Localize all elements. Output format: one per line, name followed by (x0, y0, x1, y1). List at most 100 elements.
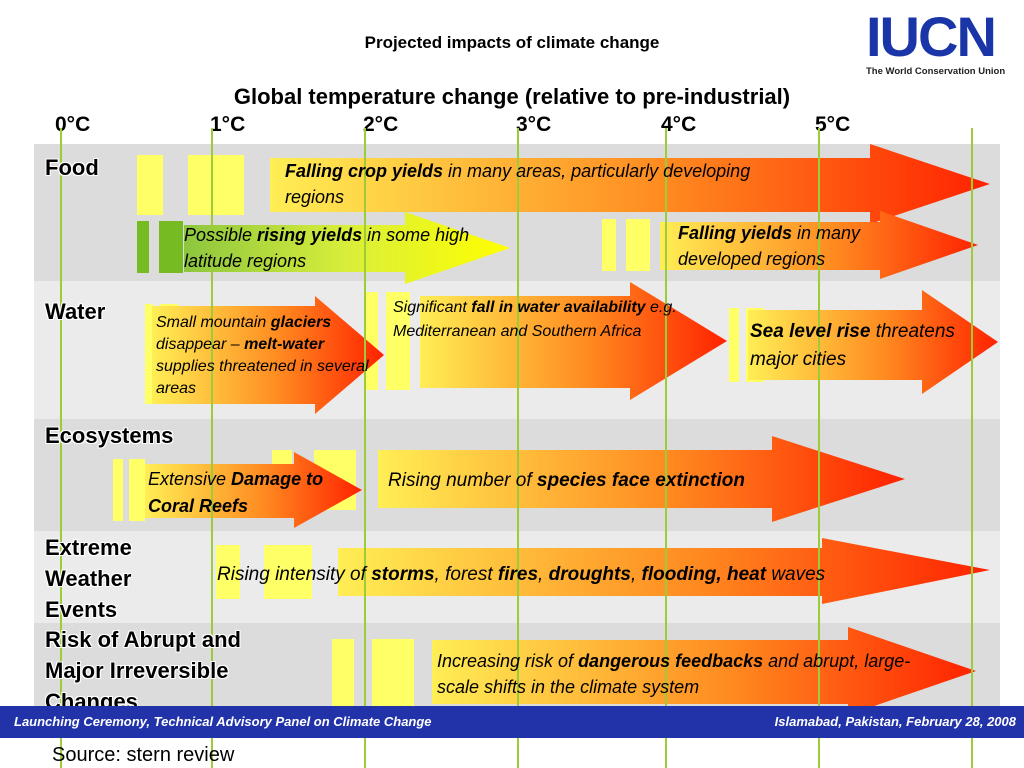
slide-title: Projected impacts of climate change (364, 33, 660, 52)
impact-text: in many developed regions (678, 223, 861, 269)
impact-text: supplies threatened in several areas (156, 358, 369, 397)
impact-text: in some high latitude regions (184, 225, 470, 271)
tick-3c: 3°C (516, 113, 552, 136)
impact-food-falling-crop: Falling crop yields in many areas, parti… (285, 158, 805, 210)
food-green-bar (159, 221, 183, 273)
impact-text: Extensive (148, 469, 232, 489)
arrow-eco-coral (145, 452, 362, 528)
tick-2c: 2°C (363, 113, 399, 136)
tick-1c: 1°C (210, 113, 246, 136)
impact-bold: dangerous feedbacks (578, 651, 764, 671)
impact-text: threatens major cities (750, 321, 955, 370)
food-green-bar (137, 221, 149, 273)
impact-text: waves (766, 564, 826, 585)
impact-bold: droughts (548, 564, 631, 585)
impact-bold: Falling yields (678, 223, 793, 243)
abrupt-bar (372, 639, 414, 707)
footer-location-date: Islamabad, Pakistan, February 28, 2008 (774, 714, 1016, 729)
impact-food-falling-developed: Falling yields in many developed regions (678, 220, 918, 272)
impact-text: , (538, 564, 549, 585)
impact-water-sea-level: Sea level rise threatens major cities (750, 318, 980, 374)
impact-bold: species face extinction (536, 470, 745, 491)
logo-subtitle: The World Conservation Union (866, 66, 1006, 77)
gridline-0c (60, 128, 62, 768)
impact-text: Rising intensity of (217, 564, 372, 585)
arrow-food-falling-crop (270, 144, 990, 224)
tick-4c: 4°C (661, 113, 697, 136)
impact-bold: glaciers (270, 314, 332, 331)
arrow-food-rising-yields (184, 212, 510, 284)
arrow-water-sea-level (748, 290, 998, 394)
row-label-food: Food (45, 155, 99, 180)
row-label-line: Weather (45, 566, 132, 591)
source-note: Source: stern review (52, 744, 235, 766)
impact-water-glaciers: Small mountain glaciers disappear – melt… (156, 312, 384, 400)
impact-text: e.g. Mediterranean and Southern Africa (393, 299, 677, 340)
impact-bold: Falling crop yields (285, 161, 444, 181)
impact-text: Significant (393, 299, 472, 316)
gridline-5c (818, 128, 820, 768)
impact-food-rising-yields: Possible rising yields in some high lati… (184, 222, 484, 274)
water-bar (386, 292, 410, 390)
row-label-water: Water (45, 299, 106, 324)
food-bar (602, 219, 616, 271)
impact-bold: fires (497, 564, 539, 585)
impact-text: disappear – (156, 336, 245, 353)
row-label-abrupt-changes: Risk of Abrupt and Major Irreversible Ch… (45, 624, 241, 717)
row-label-line: Events (45, 597, 118, 622)
iucn-logo: IUCN The World Conservation Union (866, 5, 1006, 78)
eco-bar (129, 459, 145, 521)
gridline-4c (665, 128, 667, 768)
gridline-2c (364, 128, 366, 768)
food-bar (188, 155, 244, 215)
water-bar (729, 308, 739, 382)
arrow-water-glaciers (152, 296, 384, 414)
impact-abrupt-feedbacks: Increasing risk of dangerous feedbacks a… (437, 648, 917, 700)
extreme-bar (264, 545, 312, 599)
arrow-eco-species (378, 436, 905, 522)
tick-5c: 5°C (815, 113, 851, 136)
food-bar (137, 155, 163, 215)
impact-eco-coral: Extensive Damage to Coral Reefs (148, 466, 353, 520)
impact-text: Possible (184, 225, 258, 245)
impact-eco-species: Rising number of species face extinction (388, 468, 888, 494)
impact-text: Rising number of (388, 470, 537, 491)
impact-text: Increasing risk of (437, 651, 579, 671)
gridline-1c (211, 128, 213, 768)
impact-bold: rising yields (257, 225, 363, 245)
impact-extreme-storms: Rising intensity of storms, forest fires… (217, 562, 997, 588)
eco-bar (113, 459, 123, 521)
axis-title: Global temperature change (relative to p… (233, 84, 791, 109)
extreme-bar (216, 545, 240, 599)
impact-water-availability: Significant fall in water availability e… (393, 296, 678, 344)
impact-text: Small mountain (156, 314, 271, 331)
impact-bold: Damage to Coral Reefs (148, 469, 324, 516)
impact-text: , (630, 564, 642, 585)
row-label-line: Extreme (45, 535, 132, 560)
footer-event: Launching Ceremony, Technical Advisory P… (14, 714, 432, 729)
impact-text: in many areas, particularly developing r… (285, 161, 751, 207)
impact-bold: flooding, heat (641, 564, 767, 585)
arrow-extreme-storms (338, 538, 990, 604)
impact-text: , forest (434, 564, 498, 585)
row-label-ecosystems: Ecosystems (45, 423, 174, 448)
arrow-abrupt-feedbacks (432, 627, 976, 715)
row-label-line: Major Irreversible (45, 658, 229, 683)
impact-bold: melt-water (244, 336, 325, 353)
arrow-water-availability (420, 282, 727, 400)
impact-bold: Sea level rise (750, 321, 871, 342)
logo-word: IUCN (866, 5, 997, 68)
gridline-3c (517, 128, 519, 768)
water-bar (145, 304, 153, 404)
impact-bold: storms (371, 564, 435, 585)
row-label-extreme-weather: Extreme Weather Events (45, 532, 132, 625)
impact-text: and abrupt, large-scale shifts in the cl… (437, 651, 911, 697)
impact-bold: fall in water availability (471, 299, 646, 316)
row-label-line: Risk of Abrupt and (45, 627, 241, 652)
food-bar (626, 219, 650, 271)
gridline-6c (971, 128, 973, 768)
footer-band (0, 706, 1024, 738)
abrupt-bar (332, 639, 354, 707)
tick-0c: 0°C (55, 113, 91, 136)
